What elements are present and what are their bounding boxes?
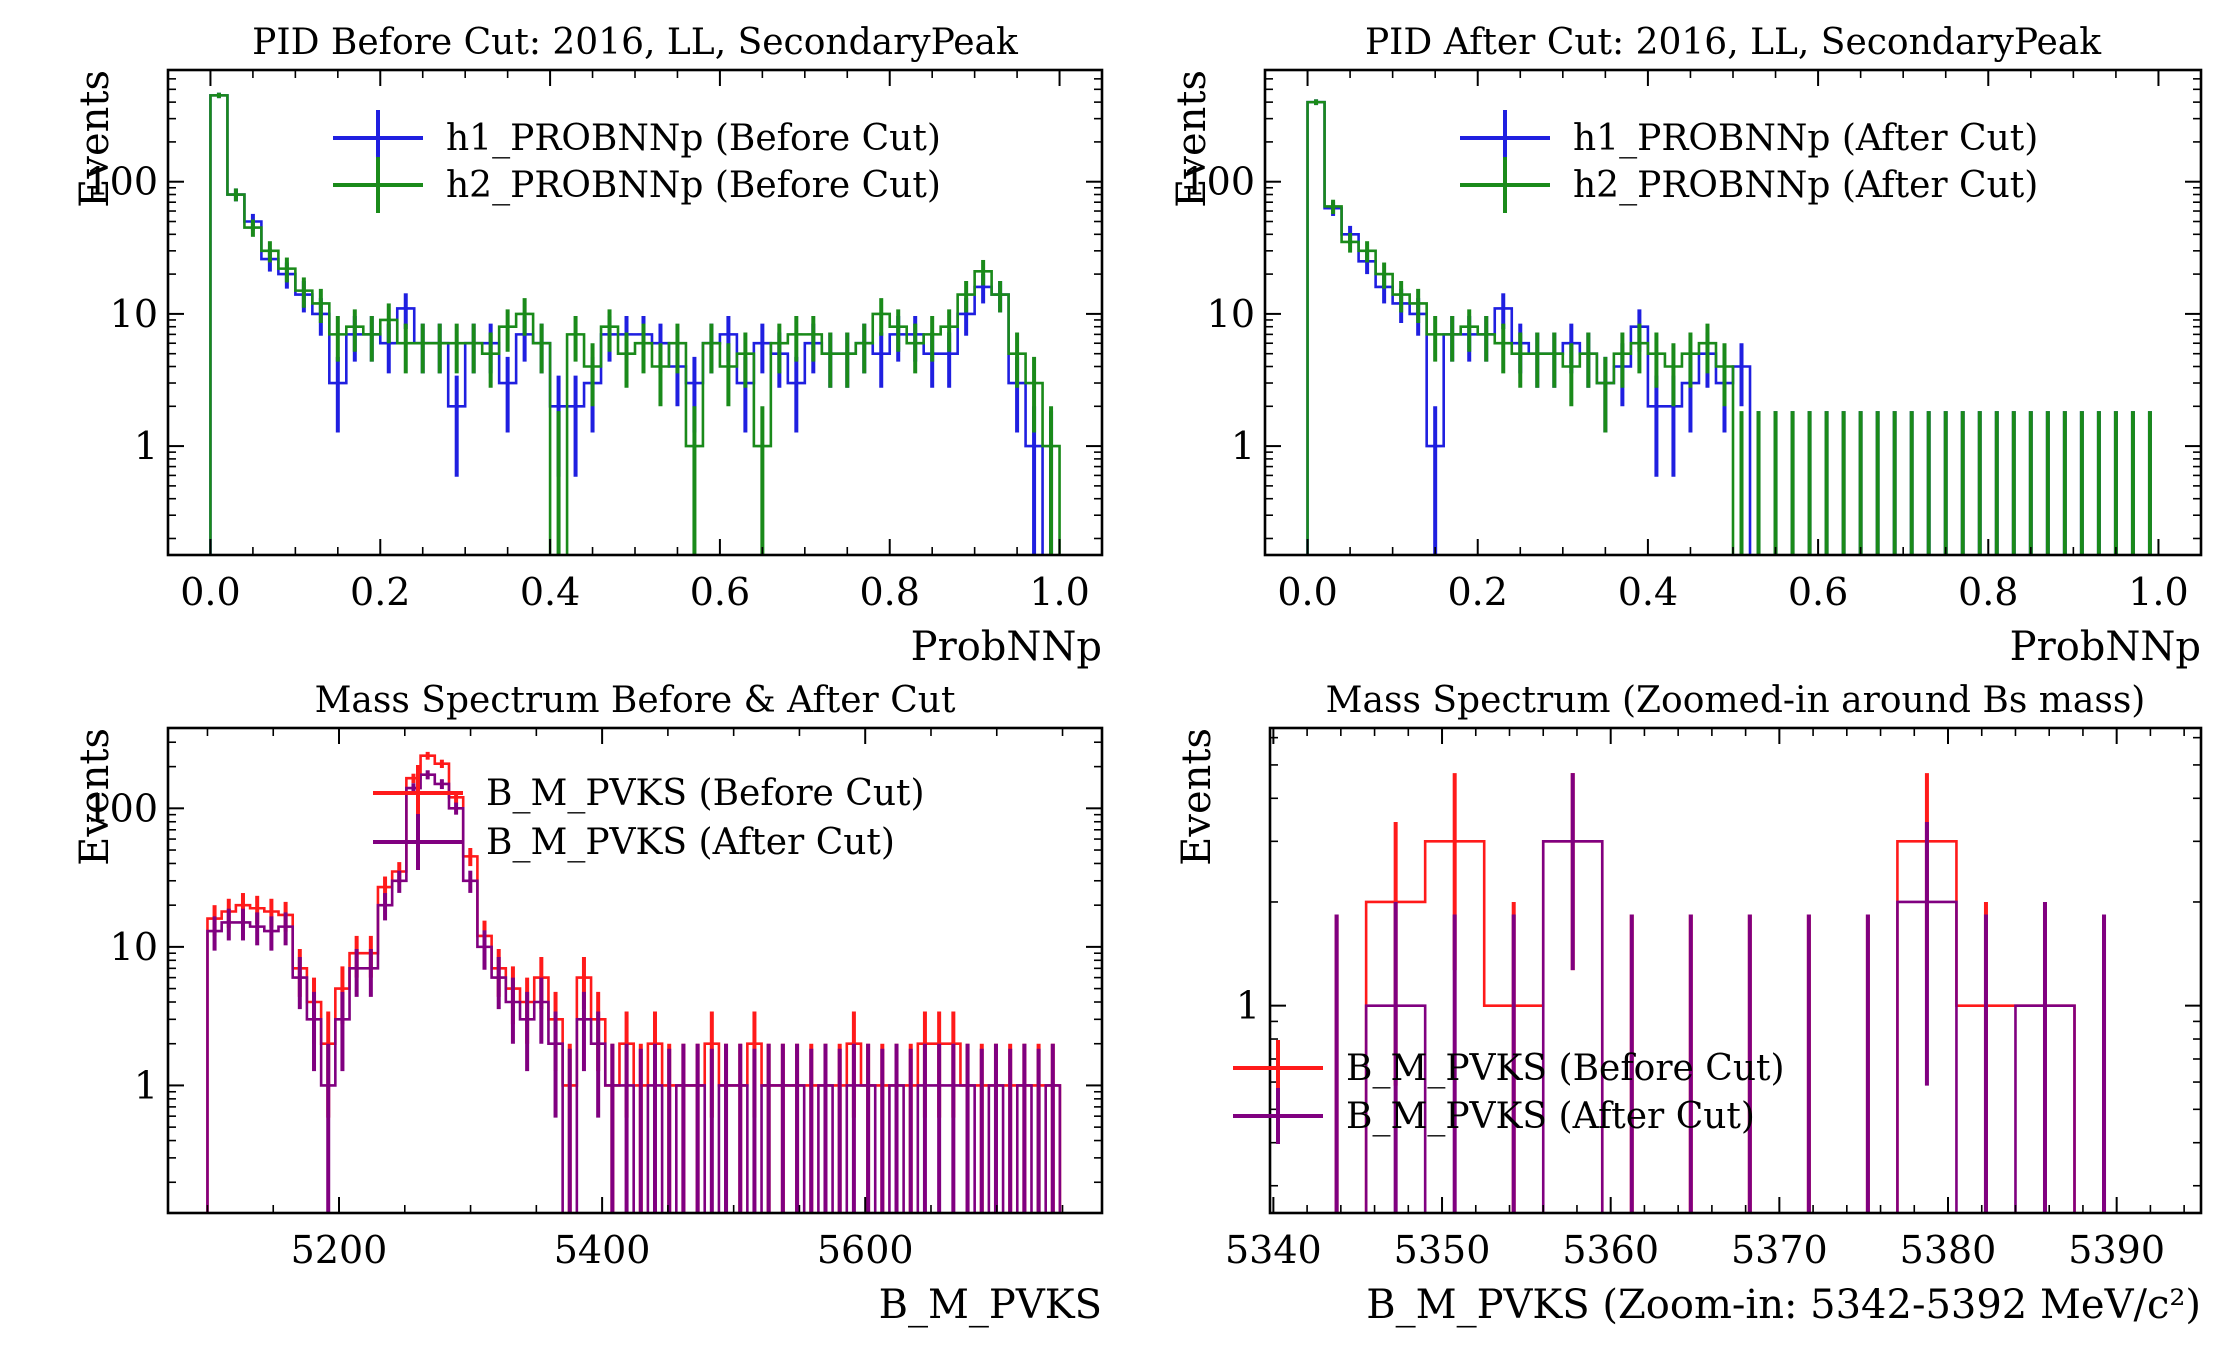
histogram-step-1	[1364, 840, 2076, 1213]
chart-title: PID Before Cut: 2016, LL, SecondaryPeak	[252, 22, 1019, 63]
y-tick-label: 1	[134, 424, 158, 468]
y-tick-label: 100	[85, 786, 158, 830]
x-tick-label: 0.8	[1958, 570, 2018, 614]
histogram-step-2	[1364, 840, 2076, 1213]
x-tick-label: 5380	[1900, 1228, 1997, 1272]
x-tick-label: 0.2	[1448, 570, 1508, 614]
chart-title: Mass Spectrum (Zoomed-in around Bs mass)	[1326, 680, 2146, 721]
x-tick-label: 5400	[554, 1228, 651, 1272]
legend: h1_PROBNNp (After Cut) h2_PROBNNp (After …	[1460, 110, 2038, 213]
x-tick-label: 5340	[1225, 1228, 1322, 1272]
y-tick-label: 10	[110, 925, 158, 969]
y-axis-label: Events	[72, 70, 118, 208]
y-tick-label: 1	[134, 1063, 158, 1107]
x-tick-label: 5370	[1731, 1228, 1828, 1272]
x-tick-label: 5350	[1394, 1228, 1491, 1272]
y-tick-label: 100	[85, 160, 158, 204]
x-axis-label: ProbNNp	[2010, 624, 2201, 670]
chart-title: Mass Spectrum Before & After Cut	[315, 680, 956, 721]
subplot-4: Mass Spectrum (Zoomed-in around Bs mass)…	[1174, 680, 2203, 1328]
x-tick-label: 5200	[291, 1228, 388, 1272]
subplot-3: Mass Spectrum Before & After Cut 5200 5400…	[72, 680, 1104, 1328]
x-tick-label: 0.4	[520, 570, 580, 614]
y-axis-label: Events	[72, 728, 118, 866]
x-tick-label: 1.0	[2128, 570, 2188, 614]
legend: B_M_PVKS (Before Cut) B_M_PVKS (After Cut…	[1233, 1040, 1785, 1144]
x-tick-label: 5360	[1562, 1228, 1659, 1272]
x-tick-label: 0.8	[860, 570, 920, 614]
legend-label: h1_PROBNNp (Before Cut)	[446, 118, 941, 159]
legend-label: B_M_PVKS (After Cut)	[486, 822, 895, 863]
y-tick-label: 10	[1207, 292, 1255, 336]
legend-label: B_M_PVKS (After Cut)	[1346, 1096, 1755, 1137]
chart-title: PID After Cut: 2016, LL, SecondaryPeak	[1365, 22, 2102, 63]
x-tick-label: 5390	[2068, 1228, 2165, 1272]
series-2	[1334, 773, 2107, 1213]
subplot-1: PID Before Cut: 2016, LL, SecondaryPeak 0…	[72, 22, 1104, 670]
y-axis-label: Events	[1174, 728, 1220, 866]
legend: B_M_PVKS (Before Cut) B_M_PVKS (After Cut…	[373, 765, 925, 870]
series-2	[1306, 99, 2152, 555]
legend-label: B_M_PVKS (Before Cut)	[486, 773, 925, 814]
x-axis-label: ProbNNp	[911, 624, 1102, 670]
legend: h1_PROBNNp (Before Cut) h2_PROBNNp (Befor…	[333, 110, 941, 213]
y-tick-label: 100	[1182, 160, 1255, 204]
legend-label: h2_PROBNNp (Before Cut)	[446, 165, 941, 206]
x-tick-label: 0.4	[1618, 570, 1678, 614]
plot-frame	[166, 726, 1104, 1215]
y-axis-label: Events	[1169, 70, 1215, 208]
x-tick-label: 0.0	[180, 570, 240, 614]
series-1	[1334, 773, 2107, 1213]
x-axis-label: B_M_PVKS	[879, 1282, 1102, 1328]
y-tick-label: 10	[110, 292, 158, 336]
subplot-2: PID After Cut: 2016, LL, SecondaryPeak 0.…	[1169, 22, 2203, 670]
x-axis-label: B_M_PVKS (Zoom-in: 5342-5392 MeV/c²)	[1366, 1282, 2201, 1328]
x-tick-label: 0.6	[1788, 570, 1848, 614]
x-tick-label: 0.6	[690, 570, 750, 614]
x-tick-label: 0.0	[1277, 570, 1337, 614]
legend-label: h2_PROBNNp (After Cut)	[1573, 165, 2038, 206]
y-tick-label: 1	[1236, 984, 1260, 1028]
x-tick-label: 0.2	[350, 570, 410, 614]
legend-label: B_M_PVKS (Before Cut)	[1346, 1048, 1785, 1089]
x-tick-label: 1.0	[1029, 570, 1089, 614]
series-2	[209, 92, 1061, 555]
series-2	[206, 770, 1062, 1213]
legend-label: h1_PROBNNp (After Cut)	[1573, 118, 2038, 159]
y-tick-label: 1	[1231, 424, 1255, 468]
x-tick-label: 5600	[817, 1228, 914, 1272]
plot-frame	[1268, 726, 2203, 1215]
